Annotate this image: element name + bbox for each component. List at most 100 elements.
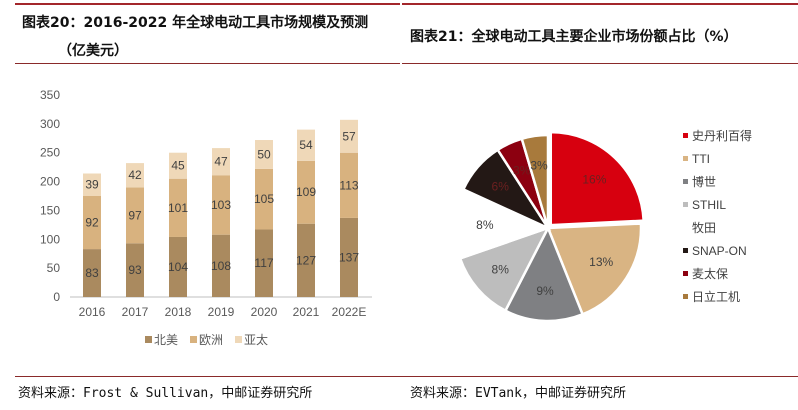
- legend-swatch-日立工机: [683, 294, 688, 299]
- legend-label: 北美: [154, 333, 178, 347]
- legend-swatch-史丹利百得: [683, 133, 688, 138]
- left-chart-title: 图表20：2016-2022 年全球电动工具市场规模及预测: [22, 15, 369, 31]
- bar-北美-2018: [169, 236, 187, 297]
- left-source: 资料来源：Frost & Sullivan，中邮证券研究所: [18, 386, 313, 401]
- data-label: 127: [296, 253, 316, 267]
- pie-slice-TTI: [546, 222, 643, 316]
- pie-slice-博世: [503, 224, 585, 323]
- bar-亚太-2019: [212, 148, 230, 176]
- bar-北美-2022E: [340, 217, 358, 297]
- legend-swatch-博世: [683, 179, 688, 184]
- legend-label: SNAP-ON: [692, 244, 747, 258]
- legend-label: TTI: [692, 152, 710, 166]
- x-tick-label: 2017: [122, 305, 149, 319]
- legend-swatch-欧洲: [190, 336, 197, 343]
- y-tick-label: 0: [53, 290, 60, 304]
- data-label: 117: [254, 256, 273, 270]
- pie-slice-史丹利百得: [549, 130, 645, 227]
- bar-亚太-2018: [169, 152, 187, 179]
- data-label: 104: [168, 260, 188, 274]
- x-tick-label: 2020: [251, 305, 278, 319]
- bar-欧洲-2022E: [340, 152, 358, 218]
- data-label: 45: [171, 159, 185, 173]
- right-title-rule: [402, 63, 798, 64]
- legend-swatch-亚太: [235, 336, 242, 343]
- pie-label-牧田: 8%: [476, 218, 494, 232]
- data-label: 105: [254, 192, 274, 206]
- legend-label: 日立工机: [692, 289, 740, 304]
- right-top-rule: [402, 3, 798, 5]
- legend-label: 博世: [692, 174, 716, 189]
- data-label: 47: [214, 155, 228, 169]
- bar-亚太-2016: [83, 173, 101, 196]
- data-label: 103: [211, 198, 231, 212]
- pie-label-TTI: 13%: [589, 255, 613, 269]
- bar-北美-2017: [126, 243, 144, 297]
- data-label: 92: [85, 216, 99, 230]
- data-label: 57: [342, 129, 356, 143]
- x-tick-label: 2016: [79, 305, 106, 319]
- bar-欧洲-2016: [83, 196, 101, 250]
- data-label: 109: [296, 185, 316, 199]
- charts-svg: 0 50 100 150 200 250 300 350 83 92 39 2016 93 97 42 201…: [40, 88, 752, 347]
- legend-label: 亚太: [244, 332, 268, 347]
- left-top-rule: [15, 3, 400, 5]
- data-label: 50: [257, 147, 271, 161]
- data-label: 108: [211, 259, 231, 273]
- bar-亚太-2022E: [340, 119, 358, 153]
- legend-swatch-SNAP-ON: [683, 248, 688, 253]
- data-label: 83: [85, 266, 99, 280]
- pie-label-日立工机: 3%: [530, 158, 548, 172]
- bar-亚太-2017: [126, 163, 144, 188]
- pie-label-博世: 9%: [536, 284, 554, 298]
- data-label: 101: [168, 201, 188, 215]
- x-tick-label: 2018: [165, 305, 192, 319]
- pie-slice-STHIL: [458, 225, 551, 313]
- y-tick-label: 250: [40, 146, 60, 160]
- bar-欧洲-2018: [169, 178, 187, 237]
- legend-label: 麦太保: [692, 266, 728, 281]
- legend-swatch-北美: [145, 336, 152, 343]
- data-label: 42: [128, 168, 142, 182]
- pie-label-SNAP-ON: 6%: [492, 180, 510, 194]
- bar-亚太-2020: [255, 140, 273, 169]
- pie-label-STHIL: 8%: [492, 262, 510, 276]
- data-label: 39: [85, 178, 99, 192]
- left-chart-title-unit: （亿美元）: [58, 43, 128, 59]
- legend-swatch-TTI: [683, 156, 688, 161]
- right-chart-title: 图表21：全球电动工具主要企业市场份额占比（%）: [410, 29, 738, 45]
- pie-slice-牧田: [453, 187, 552, 261]
- y-tick-label: 150: [40, 203, 60, 217]
- legend-label: 牧田: [692, 221, 716, 235]
- bar-北美-2021: [297, 223, 315, 297]
- bar-欧洲-2021: [297, 160, 315, 224]
- data-label: 113: [339, 178, 358, 192]
- pie-slice-日立工机: [520, 133, 550, 229]
- bar-北美-2020: [255, 229, 273, 297]
- bar-亚太-2021: [297, 129, 315, 161]
- right-source: 资料来源：EVTank，中邮证券研究所: [410, 386, 626, 401]
- bar-北美-2016: [83, 249, 101, 297]
- x-tick-label: 2022E: [332, 305, 367, 319]
- legend-swatch-麦太保: [683, 271, 688, 276]
- legend-label: STHIL: [692, 198, 726, 212]
- bar-欧洲-2019: [212, 175, 230, 235]
- pie-label-史丹利百得: 16%: [582, 172, 606, 186]
- data-label: 93: [128, 263, 142, 277]
- data-label: 97: [128, 208, 142, 222]
- y-tick-label: 200: [40, 175, 60, 189]
- y-tick-label: 350: [40, 88, 60, 102]
- legend-label: 欧洲: [199, 333, 223, 347]
- data-label: 137: [339, 250, 359, 264]
- x-tick-label: 2021: [293, 305, 320, 319]
- data-label: 54: [299, 138, 313, 152]
- y-tick-label: 300: [40, 117, 60, 131]
- left-title-rule: [15, 63, 400, 64]
- footer-rule: [15, 376, 798, 377]
- legend-label: 史丹利百得: [692, 128, 752, 143]
- bar-北美-2019: [212, 234, 230, 297]
- y-tick-label: 50: [47, 261, 61, 275]
- x-tick-label: 2019: [208, 305, 235, 319]
- bar-欧洲-2017: [126, 187, 144, 244]
- legend-swatch-STHIL: [683, 202, 688, 207]
